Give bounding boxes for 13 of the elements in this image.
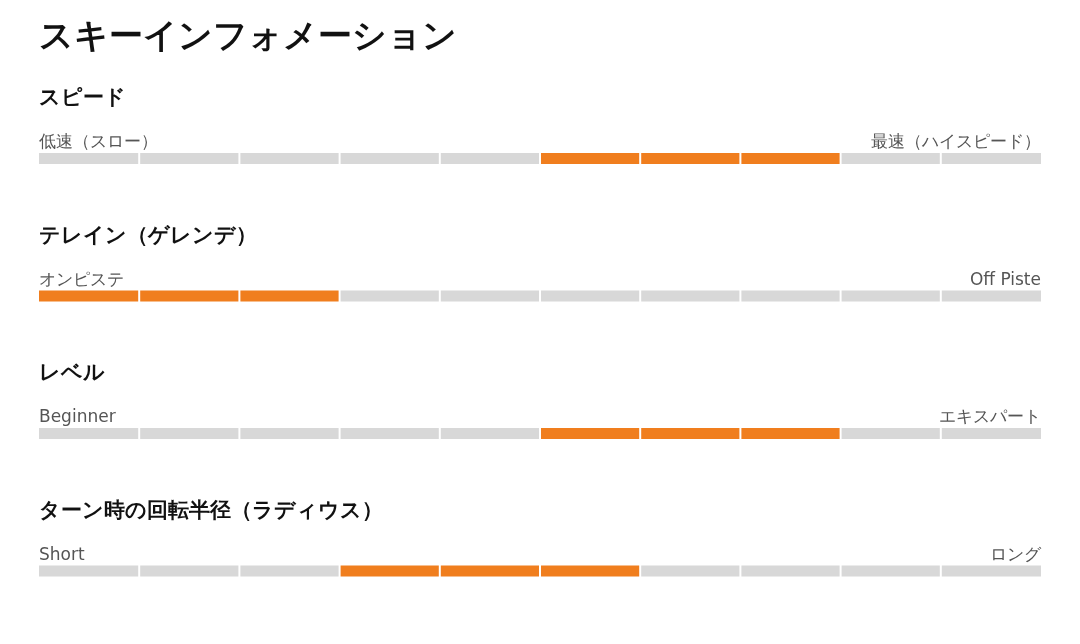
chart-title: テレイン（ゲレンデ） <box>39 222 257 247</box>
chart-title: レベル <box>39 360 105 384</box>
text: 最速（ハイスピード） <box>871 131 1041 151</box>
text: エキスパート <box>939 406 1041 426</box>
text: オンピステ <box>39 268 124 289</box>
text: 低速（スロー） <box>39 131 158 151</box>
text: Short <box>39 543 85 564</box>
text: スキーインフォメーション <box>39 15 457 55</box>
text: Off Piste <box>969 268 1041 289</box>
chart-title: スピード <box>39 85 126 109</box>
chart-title: ターン時の回転半径（ラディウス） <box>39 497 383 522</box>
text: Beginner <box>39 406 116 426</box>
text: ロング <box>990 543 1042 564</box>
